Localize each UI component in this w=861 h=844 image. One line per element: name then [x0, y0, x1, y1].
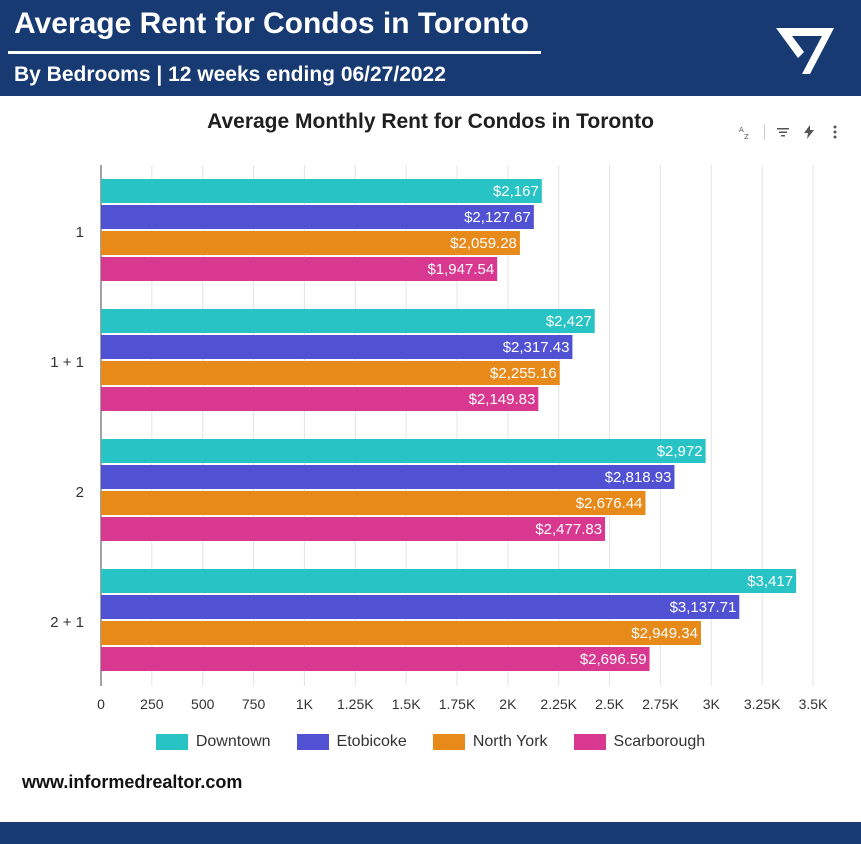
x-tick-label: 1K	[296, 696, 314, 712]
bar-chart: 0 250 500 750 1K 1.25K 1.5K 1.75K 2K 2.25K 2.5K 2.7…	[50, 165, 828, 712]
data-label: $1,947.54	[427, 261, 494, 278]
bar	[101, 465, 675, 489]
data-label: $2,427	[546, 313, 592, 330]
x-tick-label: 2K	[499, 696, 517, 712]
legend-swatch	[573, 734, 606, 750]
bar	[101, 647, 650, 671]
bar	[101, 335, 573, 359]
data-label: $2,059.28	[450, 235, 517, 252]
bar	[101, 621, 701, 645]
x-tick-label: 1.25K	[337, 696, 374, 712]
website-link[interactable]: www.informedrealtor.com	[22, 772, 243, 792]
footer-bar	[0, 822, 861, 844]
bar	[101, 595, 740, 619]
title-underline	[8, 51, 541, 54]
data-label: $2,818.93	[605, 469, 672, 486]
legend-swatch	[155, 734, 188, 750]
x-tick-label: 500	[191, 696, 215, 712]
legend-item[interactable]: Downtown	[155, 733, 271, 751]
data-label: $3,137.71	[670, 599, 737, 616]
x-tick-label: 3.5K	[799, 696, 828, 712]
x-tick-label: 250	[140, 696, 164, 712]
svg-text:A: A	[739, 126, 744, 134]
legend-item[interactable]: North York	[432, 733, 548, 751]
data-label: $2,167	[493, 183, 539, 200]
legend-label: Downtown	[195, 733, 271, 750]
legend-label: North York	[472, 733, 548, 750]
legend-item[interactable]: Scarborough	[573, 733, 706, 751]
bar	[101, 205, 534, 229]
bar	[101, 491, 646, 515]
data-label: $2,317.43	[503, 339, 570, 356]
category-label: 1 + 1	[50, 354, 84, 371]
bar	[101, 517, 606, 541]
bar	[101, 257, 498, 281]
chart-legend: Downtown Etobicoke North York Scarborough	[0, 733, 861, 751]
bar	[101, 179, 542, 203]
legend-swatch	[432, 734, 465, 750]
x-tick-label: 2.5K	[595, 696, 624, 712]
chart-title: Average Monthly Rent for Condos in Toron…	[207, 110, 654, 133]
category-label: 2 + 1	[50, 614, 84, 631]
x-tick-label: 3K	[703, 696, 721, 712]
toolbar-divider	[764, 124, 765, 140]
bar	[101, 361, 560, 385]
x-tick-label: 2.25K	[540, 696, 577, 712]
legend-item[interactable]: Etobicoke	[296, 733, 407, 751]
legend-swatch	[296, 734, 329, 750]
x-tick-label: 3.25K	[744, 696, 781, 712]
data-label: $3,417	[747, 573, 793, 590]
category-label: 1	[76, 224, 84, 241]
header-banner: Average Rent for Condos in Toronto By Be…	[0, 0, 861, 96]
filter-icon[interactable]	[775, 124, 791, 140]
x-tick-label: 0	[97, 696, 105, 712]
x-tick-label: 1.5K	[392, 696, 421, 712]
x-tick-label: 750	[242, 696, 266, 712]
legend-label: Etobicoke	[336, 733, 407, 750]
legend-label: Scarborough	[613, 733, 706, 750]
brand-logo-icon	[776, 28, 834, 74]
bar	[101, 439, 706, 463]
more-vert-icon[interactable]	[827, 124, 843, 140]
page-title: Average Rent for Condos in Toronto	[14, 7, 529, 40]
bar	[101, 387, 539, 411]
x-tick-label: 1.75K	[439, 696, 476, 712]
data-label: $2,676.44	[576, 495, 643, 512]
svg-text:Z: Z	[744, 133, 749, 139]
data-label: $2,127.67	[464, 209, 531, 226]
data-label: $2,477.83	[535, 521, 602, 538]
bar	[101, 569, 797, 593]
data-label: $2,255.16	[490, 365, 557, 382]
lightning-icon[interactable]	[801, 124, 817, 140]
category-label: 2	[76, 484, 84, 501]
data-label: $2,696.59	[580, 651, 647, 668]
bar	[101, 231, 520, 255]
x-tick-label: 2.75K	[642, 696, 679, 712]
bar	[101, 309, 595, 333]
data-label: $2,149.83	[469, 391, 536, 408]
data-label: $2,949.34	[631, 625, 698, 642]
page-subtitle: By Bedrooms | 12 weeks ending 06/27/2022	[14, 63, 446, 86]
data-label: $2,972	[657, 443, 703, 460]
